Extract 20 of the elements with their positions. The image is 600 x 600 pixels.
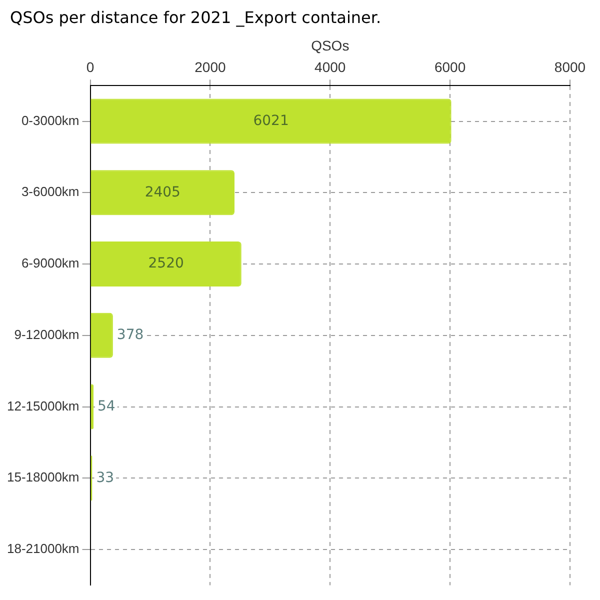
x-tick-label: 4000 bbox=[314, 59, 346, 76]
chart-title: QSOs per distance for 2021 _Export container. bbox=[10, 8, 382, 27]
x-tick-label: 6000 bbox=[434, 59, 466, 76]
y-tick-label: 0-3000km bbox=[21, 112, 80, 128]
data-label: 2405 bbox=[144, 184, 180, 200]
data-label: 54 bbox=[98, 398, 116, 414]
data-label: 2520 bbox=[148, 256, 184, 272]
y-tick-label: 12-15000km bbox=[6, 398, 80, 414]
x-tick-label: 0 bbox=[86, 59, 94, 76]
data-label: 6021 bbox=[253, 112, 289, 129]
data-label: 378 bbox=[116, 327, 144, 344]
y-tick-label: 18-21000km bbox=[6, 541, 80, 556]
y-tick-label: 3-6000km bbox=[21, 184, 80, 200]
y-tick-label: 15-18000km bbox=[6, 470, 80, 485]
y-tick-label: 9-12000km bbox=[14, 326, 80, 342]
x-axis-title: QSOs bbox=[311, 37, 350, 54]
x-tick-label: 2000 bbox=[194, 59, 226, 76]
x-tick-label: 8000 bbox=[554, 59, 586, 76]
data-label: 33 bbox=[96, 470, 114, 486]
y-tick-label: 6-9000km bbox=[21, 256, 80, 271]
